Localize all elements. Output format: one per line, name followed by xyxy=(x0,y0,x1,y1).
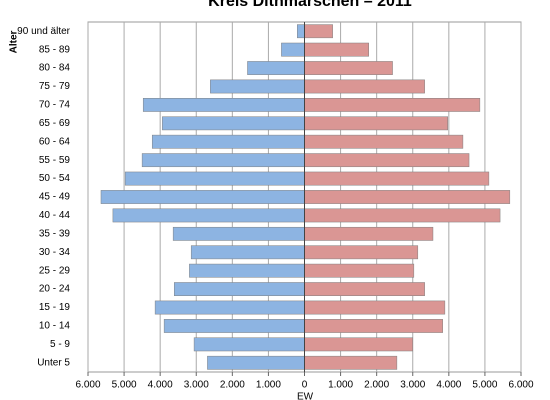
bar xyxy=(151,134,305,149)
y-tick-label: Unter 5 xyxy=(37,357,70,368)
bar xyxy=(247,61,305,75)
bar xyxy=(154,300,305,315)
y-tick-label: 75 - 79 xyxy=(39,81,71,92)
x-tick-label: 6.000 xyxy=(508,380,533,391)
bar xyxy=(304,42,369,57)
chart-title: Kreis Dithmarschen – 2011 xyxy=(208,0,412,10)
y-tick-label: 15 - 19 xyxy=(39,302,71,313)
y-axis-label: Alter xyxy=(9,31,20,54)
bar xyxy=(304,79,425,94)
bar xyxy=(304,134,464,149)
bar xyxy=(142,98,305,112)
x-tick-label: 5.000 xyxy=(112,380,137,391)
y-tick-label: 55 - 59 xyxy=(39,155,71,166)
bar xyxy=(141,153,305,168)
y-tick-label: 10 - 14 xyxy=(39,321,71,332)
y-tick-label: 90 und älter xyxy=(17,26,70,37)
bar xyxy=(304,319,443,333)
x-tick-label: 3.000 xyxy=(400,380,425,391)
y-tick-label: 30 - 34 xyxy=(39,247,71,258)
bar xyxy=(304,337,413,352)
x-tick-label: 3.000 xyxy=(184,380,209,391)
bar xyxy=(304,355,398,370)
y-tick-label: 45 - 49 xyxy=(39,192,71,203)
x-axis-label: EW xyxy=(297,392,314,400)
bar xyxy=(124,171,305,186)
y-tick-label: 70 - 74 xyxy=(39,100,71,111)
y-tick-label: 85 - 89 xyxy=(39,44,71,55)
bar xyxy=(304,171,490,186)
bar xyxy=(112,208,305,223)
bar xyxy=(304,116,449,131)
x-tick-label: 0 xyxy=(302,380,308,391)
y-tick-label: 25 - 29 xyxy=(39,265,71,276)
bar xyxy=(163,319,305,333)
bar xyxy=(304,300,446,315)
y-tick-label: 5 - 9 xyxy=(50,339,70,350)
y-tick-label: 60 - 64 xyxy=(39,136,71,147)
bar xyxy=(190,245,305,260)
bar xyxy=(304,153,470,168)
x-tick-label: 2.000 xyxy=(364,380,389,391)
bar xyxy=(304,98,481,112)
bar xyxy=(304,245,419,260)
x-tick-label: 1.000 xyxy=(256,380,281,391)
y-tick-label: 80 - 84 xyxy=(39,63,71,74)
x-tick-label: 5.000 xyxy=(472,380,497,391)
x-tick-label: 6.000 xyxy=(75,380,100,391)
y-tick-label: 20 - 24 xyxy=(39,284,71,295)
bar xyxy=(304,61,393,75)
bar xyxy=(207,355,305,370)
bar xyxy=(297,24,305,39)
x-tick-label: 4.000 xyxy=(148,380,173,391)
x-tick-label: 2.000 xyxy=(220,380,245,391)
bar xyxy=(304,263,415,278)
y-tick-label: 65 - 69 xyxy=(39,118,71,129)
bar xyxy=(193,337,305,352)
bar xyxy=(304,282,425,296)
bar xyxy=(281,42,305,57)
bar xyxy=(162,116,305,131)
y-tick-label: 50 - 54 xyxy=(39,173,71,184)
bar xyxy=(304,24,333,39)
bar xyxy=(304,226,434,241)
y-tick-label: 40 - 44 xyxy=(39,210,71,221)
bar xyxy=(189,263,305,278)
bar xyxy=(173,282,305,296)
x-tick-label: 1.000 xyxy=(328,380,353,391)
bar xyxy=(100,190,305,204)
y-tick-label: 35 - 39 xyxy=(39,228,71,239)
bar xyxy=(172,226,305,241)
bar xyxy=(210,79,305,94)
x-tick-label: 4.000 xyxy=(436,380,461,391)
bar xyxy=(304,190,511,204)
bar xyxy=(304,208,501,223)
